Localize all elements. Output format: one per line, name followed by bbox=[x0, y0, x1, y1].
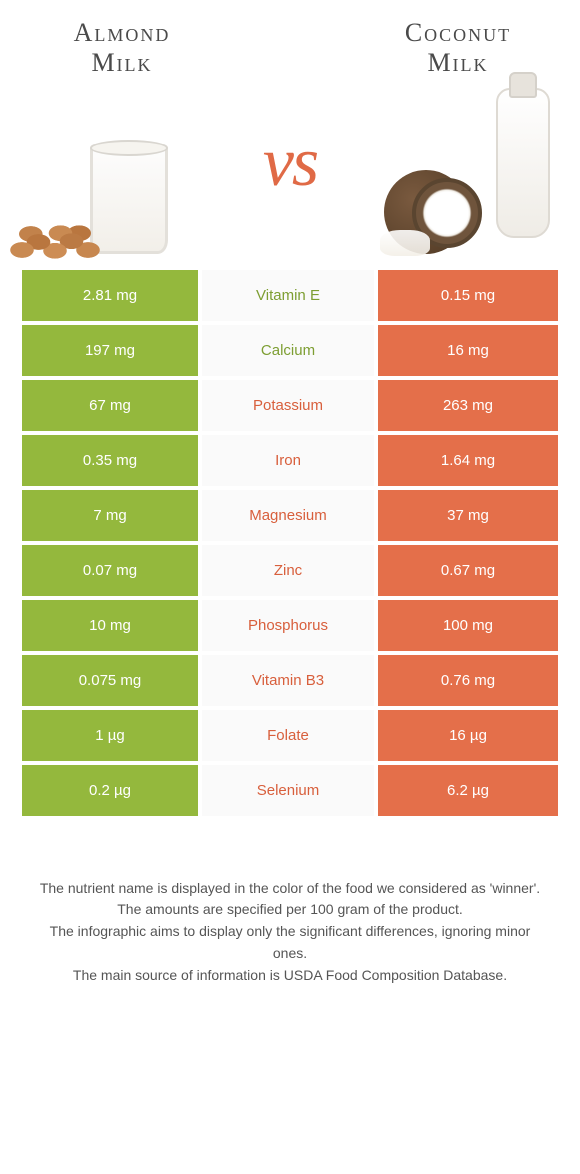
almond-milk-image bbox=[24, 88, 204, 258]
table-row: 0.07 mgZinc0.67 mg bbox=[22, 545, 558, 600]
left-value: 0.07 mg bbox=[22, 545, 202, 596]
table-row: 2.81 mgVitamin E0.15 mg bbox=[22, 270, 558, 325]
nutrient-label: Iron bbox=[202, 435, 378, 486]
table-row: 197 mgCalcium16 mg bbox=[22, 325, 558, 380]
right-value: 263 mg bbox=[378, 380, 558, 431]
nutrient-table: 2.81 mgVitamin E0.15 mg197 mgCalcium16 m… bbox=[22, 268, 558, 820]
right-title-line1: Coconut bbox=[405, 18, 511, 47]
right-value: 16 µg bbox=[378, 710, 558, 761]
right-value: 6.2 µg bbox=[378, 765, 558, 816]
hero-row: vs bbox=[22, 88, 558, 258]
vs-label: vs bbox=[263, 123, 317, 203]
left-value: 2.81 mg bbox=[22, 270, 202, 321]
nutrient-label: Selenium bbox=[202, 765, 378, 816]
right-value: 0.76 mg bbox=[378, 655, 558, 706]
left-title-line1: Almond bbox=[74, 18, 171, 47]
table-row: 0.075 mgVitamin B30.76 mg bbox=[22, 655, 558, 710]
left-value: 7 mg bbox=[22, 490, 202, 541]
coconut-milk-image bbox=[376, 88, 556, 258]
footer-line-4: The main source of information is USDA F… bbox=[32, 965, 548, 987]
table-row: 1 µgFolate16 µg bbox=[22, 710, 558, 765]
right-value: 37 mg bbox=[378, 490, 558, 541]
right-value: 0.15 mg bbox=[378, 270, 558, 321]
nutrient-label: Zinc bbox=[202, 545, 378, 596]
table-row: 0.2 µgSelenium6.2 µg bbox=[22, 765, 558, 820]
table-row: 0.35 mgIron1.64 mg bbox=[22, 435, 558, 490]
left-value: 197 mg bbox=[22, 325, 202, 376]
title-row: Almond Milk Coconut Milk bbox=[22, 18, 558, 78]
left-title-line2: Milk bbox=[91, 48, 152, 77]
nutrient-label: Folate bbox=[202, 710, 378, 761]
footer-notes: The nutrient name is displayed in the co… bbox=[22, 878, 558, 1006]
left-value: 0.075 mg bbox=[22, 655, 202, 706]
right-title-line2: Milk bbox=[427, 48, 488, 77]
left-value: 10 mg bbox=[22, 600, 202, 651]
nutrient-label: Vitamin E bbox=[202, 270, 378, 321]
table-row: 67 mgPotassium263 mg bbox=[22, 380, 558, 435]
left-food-title: Almond Milk bbox=[22, 18, 222, 78]
right-value: 100 mg bbox=[378, 600, 558, 651]
footer-line-2: The amounts are specified per 100 gram o… bbox=[32, 899, 548, 921]
left-value: 0.2 µg bbox=[22, 765, 202, 816]
nutrient-label: Calcium bbox=[202, 325, 378, 376]
left-value: 0.35 mg bbox=[22, 435, 202, 486]
left-value: 67 mg bbox=[22, 380, 202, 431]
table-row: 7 mgMagnesium37 mg bbox=[22, 490, 558, 545]
right-value: 16 mg bbox=[378, 325, 558, 376]
nutrient-label: Phosphorus bbox=[202, 600, 378, 651]
nutrient-label: Vitamin B3 bbox=[202, 655, 378, 706]
nutrient-label: Magnesium bbox=[202, 490, 378, 541]
left-value: 1 µg bbox=[22, 710, 202, 761]
table-row: 10 mgPhosphorus100 mg bbox=[22, 600, 558, 655]
right-value: 0.67 mg bbox=[378, 545, 558, 596]
nutrient-label: Potassium bbox=[202, 380, 378, 431]
right-food-title: Coconut Milk bbox=[358, 18, 558, 78]
footer-line-3: The infographic aims to display only the… bbox=[32, 921, 548, 964]
right-value: 1.64 mg bbox=[378, 435, 558, 486]
footer-line-1: The nutrient name is displayed in the co… bbox=[32, 878, 548, 900]
